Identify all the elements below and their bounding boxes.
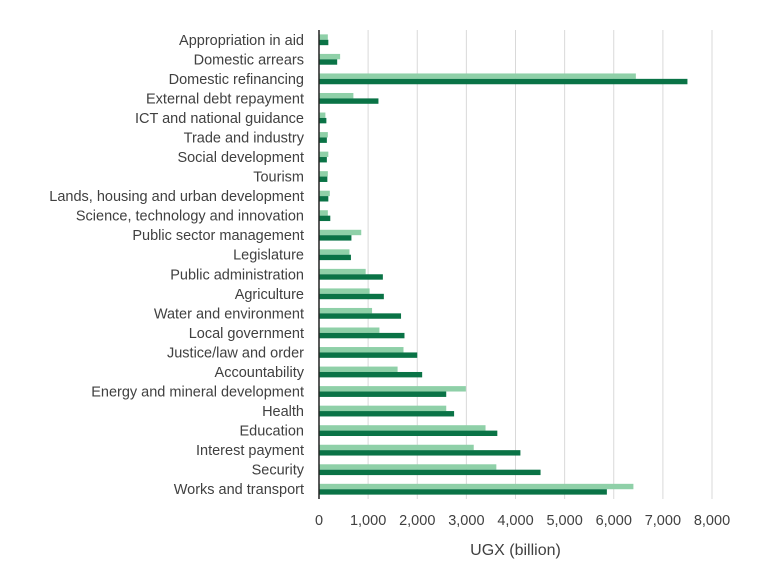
category-label: Local government <box>189 326 304 342</box>
category-label: Lands, housing and urban development <box>49 189 304 205</box>
category-label: Tourism <box>253 170 304 186</box>
category-label: ICT and national guidance <box>135 111 304 127</box>
x-tick-label: 6,000 <box>596 513 632 529</box>
category-label: Justice/law and order <box>167 345 304 361</box>
category-label: Interest payment <box>196 443 304 459</box>
bars <box>319 34 688 495</box>
bar-light <box>319 425 486 431</box>
bar-dark <box>319 254 351 261</box>
bar-dark <box>319 117 327 124</box>
bar-dark <box>319 293 384 300</box>
bar-dark <box>319 215 331 222</box>
x-tick-label: 7,000 <box>645 513 681 529</box>
category-label: Appropriation in aid <box>179 33 304 49</box>
bar-dark <box>319 469 541 476</box>
bar-dark <box>319 235 352 241</box>
bar-light <box>319 171 328 177</box>
category-label: External debt repayment <box>146 91 304 107</box>
bar-light <box>319 151 329 158</box>
bar-dark <box>319 352 418 358</box>
bar-light <box>319 53 341 60</box>
bar-dark <box>319 39 329 46</box>
bar-light <box>319 268 366 275</box>
bar-dark <box>319 489 607 495</box>
bar-light <box>319 288 370 294</box>
category-label: Education <box>240 424 305 440</box>
bar-light <box>319 112 326 118</box>
category-label: Energy and mineral development <box>91 385 304 401</box>
x-tick-label: 2,000 <box>399 513 435 529</box>
bar-light <box>319 464 497 470</box>
bar-dark <box>319 332 405 339</box>
category-label: Water and environment <box>154 306 304 322</box>
bar-dark <box>319 196 329 202</box>
category-label: Domestic refinancing <box>169 72 304 88</box>
bar-dark <box>319 274 383 280</box>
bar-dark <box>319 59 338 65</box>
category-label: Accountability <box>215 365 305 381</box>
category-label: Domestic arrears <box>194 52 304 68</box>
bar-light <box>319 307 373 314</box>
category-label: Health <box>262 404 304 420</box>
category-label: Legislature <box>233 248 304 264</box>
bar-light <box>319 347 404 353</box>
bar-dark <box>319 157 327 163</box>
bar-dark <box>319 411 455 417</box>
bar-dark <box>319 430 498 437</box>
bar-light <box>319 366 398 372</box>
bar-light <box>319 327 380 333</box>
category-label: Social development <box>177 150 304 166</box>
bar-dark <box>319 450 521 456</box>
bar-light <box>319 34 328 40</box>
bar-dark <box>319 313 402 319</box>
bar-light <box>319 386 466 392</box>
category-label: Public sector management <box>132 228 304 244</box>
category-label: Agriculture <box>235 287 304 303</box>
x-tick-label: 0 <box>315 513 323 529</box>
x-tick-label: 8,000 <box>694 513 730 529</box>
bar-dark <box>319 176 328 182</box>
x-tick-labels: 0 1,000 2,000 3,000 4,000 5,000 6,000 7,000 8,00… <box>315 513 730 529</box>
x-axis-title: UGX (billion) <box>470 542 561 559</box>
bar-light <box>319 229 362 236</box>
bar-light <box>319 73 636 79</box>
category-labels: Appropriation in aid Domestic arrears Dome… <box>49 33 304 498</box>
bar-light <box>319 92 354 99</box>
bar-light <box>319 249 350 255</box>
bar-dark <box>319 391 447 397</box>
x-tick-label: 5,000 <box>546 513 582 529</box>
bar-dark <box>319 78 688 85</box>
category-label: Science, technology and innovation <box>76 209 304 225</box>
bar-light <box>319 210 328 216</box>
bar-dark <box>319 137 327 143</box>
x-tick-label: 3,000 <box>448 513 484 529</box>
bar-light <box>319 132 328 138</box>
category-label: Works and transport <box>174 482 304 498</box>
x-tick-label: 4,000 <box>497 513 533 529</box>
gridlines <box>367 30 713 499</box>
bar-light <box>319 405 447 412</box>
bar-light <box>319 444 474 451</box>
bar-light <box>319 190 330 197</box>
x-tick-label: 1,000 <box>350 513 386 529</box>
bar-dark <box>319 371 423 378</box>
category-label: Public administration <box>170 267 304 283</box>
category-label: Trade and industry <box>184 130 305 146</box>
category-label: Security <box>252 463 305 479</box>
bar-light <box>319 483 634 490</box>
bar-dark <box>319 98 379 104</box>
